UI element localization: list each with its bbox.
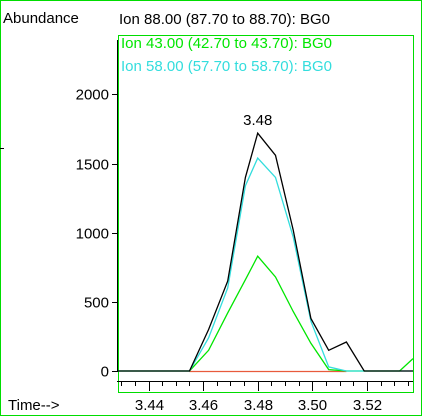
plot-frame — [118, 35, 414, 393]
y-tick-label: 1500 — [76, 157, 109, 174]
x-tick-label: 3.48 — [244, 397, 273, 414]
series-line-1 — [118, 255, 414, 372]
y-axis-title: Abundance — [3, 10, 79, 27]
y-tick-label: 0 — [101, 364, 109, 381]
x-tick-label: 3.52 — [353, 397, 382, 414]
peak-label: 3.48 — [243, 112, 272, 129]
x-axis-title: Time--> — [8, 397, 60, 414]
legend-entry-ion-58: Ion 58.00 (57.70 to 58.70): BG0 — [121, 58, 332, 75]
series-line-0 — [118, 131, 413, 372]
y-tick-label: 2000 — [76, 87, 109, 104]
x-tick-label: 3.44 — [135, 397, 164, 414]
legend-entry-ion-88: Ion 88.00 (87.70 to 88.70): BG0 — [119, 11, 330, 28]
legend-entry-ion-43: Ion 43.00 (42.70 to 43.70): BG0 — [121, 35, 332, 52]
y-tick-label: 500 — [84, 295, 109, 312]
x-tick-label: 3.50 — [298, 397, 327, 414]
y-tick-label: 1000 — [76, 226, 109, 243]
x-tick-label: 3.46 — [189, 397, 218, 414]
